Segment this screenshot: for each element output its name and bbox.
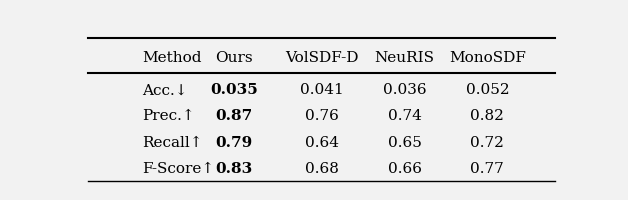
Text: 0.65: 0.65 (387, 136, 421, 150)
Text: 0.79: 0.79 (215, 136, 253, 150)
Text: 0.68: 0.68 (305, 162, 338, 176)
Text: 0.66: 0.66 (387, 162, 421, 176)
Text: 0.041: 0.041 (300, 83, 344, 97)
Text: Ours: Ours (215, 51, 253, 65)
Text: 0.76: 0.76 (305, 109, 338, 123)
Text: 0.74: 0.74 (387, 109, 421, 123)
Text: Prec.↑: Prec.↑ (142, 109, 195, 123)
Text: 0.64: 0.64 (305, 136, 339, 150)
Text: 0.72: 0.72 (470, 136, 504, 150)
Text: 0.77: 0.77 (470, 162, 504, 176)
Text: Recall↑: Recall↑ (142, 136, 202, 150)
Text: 0.035: 0.035 (210, 83, 258, 97)
Text: MonoSDF: MonoSDF (449, 51, 526, 65)
Text: 0.83: 0.83 (215, 162, 253, 176)
Text: Method: Method (142, 51, 201, 65)
Text: 0.82: 0.82 (470, 109, 504, 123)
Text: 0.87: 0.87 (215, 109, 253, 123)
Text: F-Score↑: F-Score↑ (142, 162, 214, 176)
Text: VolSDF-D: VolSDF-D (285, 51, 359, 65)
Text: 0.036: 0.036 (383, 83, 426, 97)
Text: Acc.↓: Acc.↓ (142, 83, 187, 97)
Text: NeuRIS: NeuRIS (374, 51, 435, 65)
Text: 0.052: 0.052 (465, 83, 509, 97)
